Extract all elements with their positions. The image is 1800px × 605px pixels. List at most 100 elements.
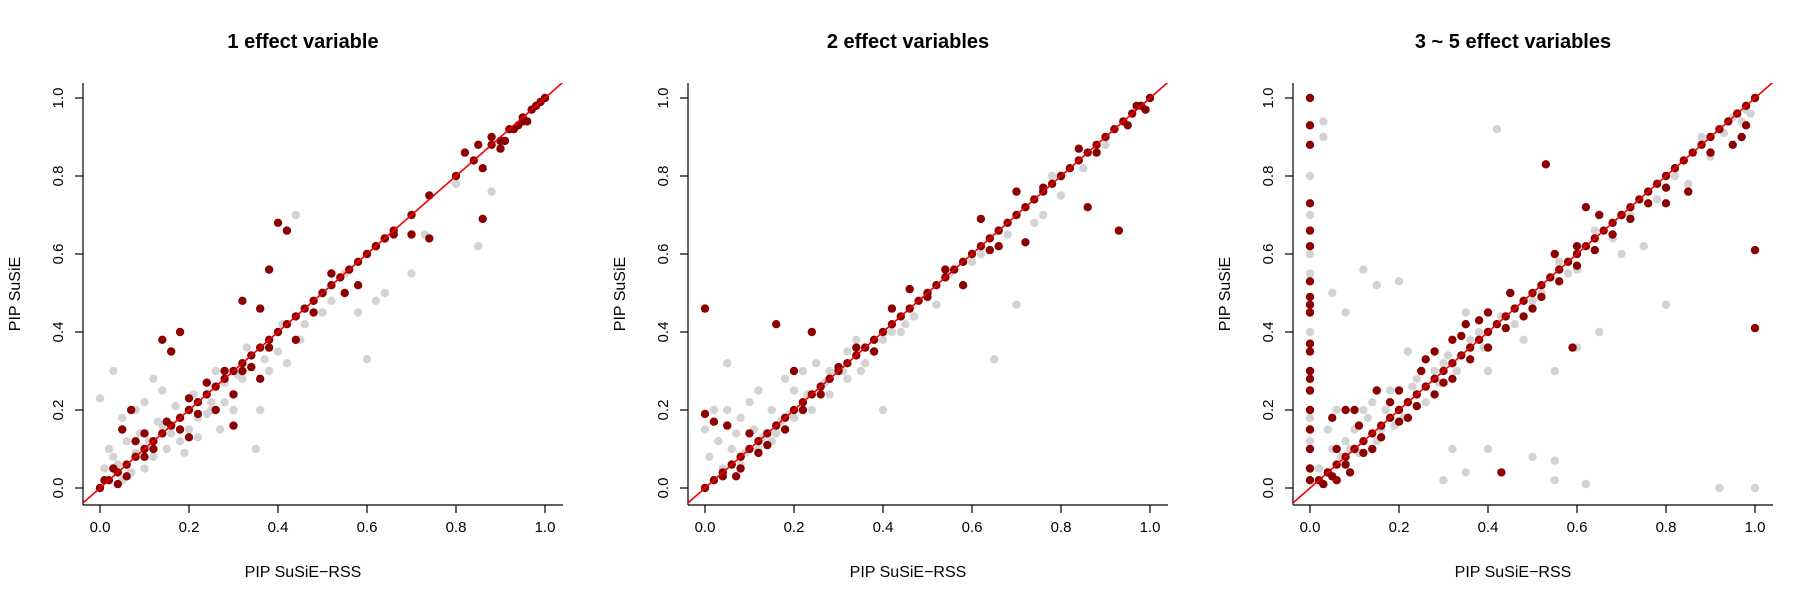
data-point [705, 452, 714, 461]
data-point [451, 179, 461, 188]
data-point [149, 374, 158, 383]
data-point [798, 366, 808, 376]
data-point [260, 355, 269, 364]
data-point [496, 144, 505, 153]
data-point [789, 386, 799, 395]
data-point [772, 429, 781, 438]
data-point [1626, 214, 1635, 224]
data-point [754, 448, 763, 458]
data-point [425, 234, 434, 243]
data-point [1341, 405, 1350, 415]
data-point [1354, 421, 1364, 430]
data-point [1341, 308, 1350, 317]
data-point [1305, 93, 1315, 103]
data-point [754, 386, 763, 395]
data-point [1501, 323, 1511, 333]
data-point [967, 257, 977, 266]
x-tick-label: 0.6 [962, 519, 983, 536]
data-point [100, 464, 109, 473]
data-point [976, 249, 986, 259]
reference-line-group [1293, 83, 1773, 504]
x-tick-label: 0.4 [1478, 519, 1499, 536]
data-point [1305, 226, 1315, 235]
data-point [1372, 386, 1381, 395]
data-point [487, 132, 496, 142]
data-point [1408, 382, 1417, 391]
data-point [909, 312, 919, 321]
data-point [353, 281, 363, 290]
y-tick-label: 0.6 [1260, 244, 1277, 265]
data-point [256, 405, 265, 415]
x-tick-label: 0.8 [446, 519, 467, 536]
data-point [887, 327, 897, 337]
x-tick-label: 0.2 [1389, 519, 1410, 536]
data-point [727, 444, 736, 454]
data-point [327, 269, 336, 278]
data-point [1461, 320, 1470, 329]
data-point [994, 242, 1003, 251]
x-tick-label: 0.4 [268, 519, 289, 536]
data-point [1581, 203, 1591, 212]
data-point [1541, 160, 1551, 169]
data-point [1474, 316, 1484, 325]
data-point [1003, 230, 1012, 239]
data-point [202, 409, 211, 419]
data-point [1430, 366, 1439, 376]
data-point [140, 398, 149, 407]
data-point [780, 425, 790, 434]
data-point [709, 417, 719, 426]
data-point [825, 366, 834, 376]
x-tick-label: 0.0 [90, 519, 111, 536]
y-tick-label: 0.0 [50, 478, 67, 499]
data-point [714, 437, 723, 446]
data-point [843, 374, 852, 383]
data-point [126, 405, 136, 415]
series-1 [700, 140, 1110, 473]
data-point [140, 452, 149, 461]
x-tick-label: 1.0 [535, 519, 556, 536]
data-point [976, 214, 986, 224]
data-point [1555, 277, 1564, 286]
data-point [104, 444, 114, 454]
x-tick-label: 0.0 [695, 519, 716, 536]
data-point [118, 425, 127, 434]
data-point [1728, 140, 1737, 149]
x-tick-label: 0.2 [784, 519, 805, 536]
data-point [1012, 187, 1021, 196]
data-point [1661, 199, 1671, 208]
data-point [700, 304, 710, 313]
data-point [1715, 483, 1724, 493]
data-point [901, 320, 910, 329]
data-point [1328, 288, 1337, 298]
data-point [353, 308, 363, 317]
data-point [1305, 171, 1315, 181]
data-point [1332, 444, 1341, 454]
data-point [958, 281, 968, 290]
data-point [1750, 483, 1760, 493]
x-axis-label: PIP SuSiE−RSS [850, 564, 967, 581]
data-point [1305, 140, 1315, 149]
data-point [167, 429, 176, 438]
data-point [1359, 448, 1368, 458]
data-point [131, 437, 140, 446]
data-point [158, 335, 167, 344]
data-point [1350, 405, 1359, 415]
data-point [1550, 476, 1559, 485]
data-point [763, 440, 772, 450]
data-point [1341, 460, 1350, 469]
x-tick-label: 0.6 [357, 519, 378, 536]
data-point [1555, 257, 1564, 266]
data-point [812, 359, 821, 368]
data-point [1439, 476, 1448, 485]
data-point [1101, 140, 1110, 149]
data-point [1030, 218, 1039, 227]
data-point [1114, 226, 1124, 235]
data-point [843, 347, 852, 356]
data-point [1305, 121, 1315, 130]
y-tick-label: 0.4 [655, 322, 672, 343]
data-point [700, 425, 710, 434]
data-point [122, 472, 131, 481]
data-point [229, 421, 238, 430]
data-point [184, 425, 194, 434]
